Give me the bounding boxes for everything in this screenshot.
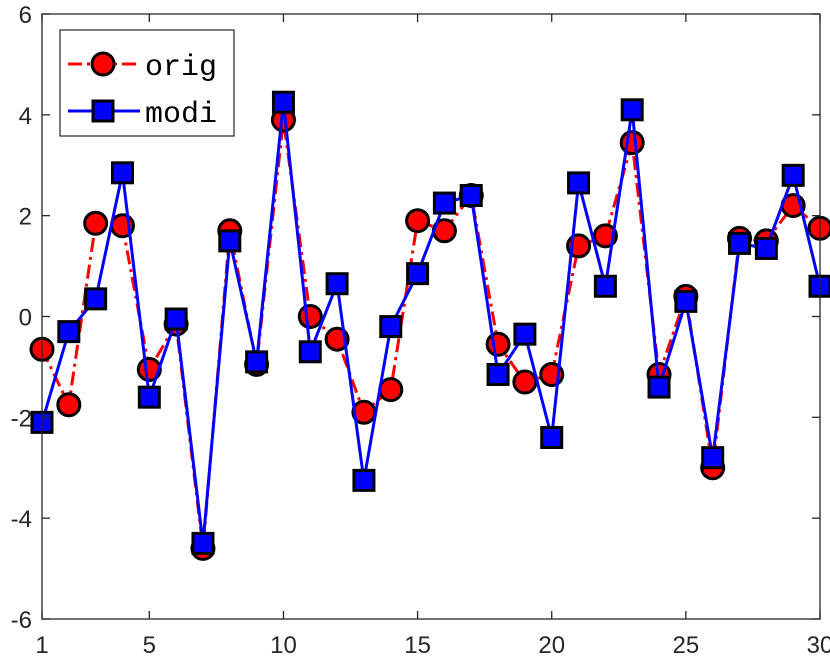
data-point-modi xyxy=(593,274,617,298)
y-tick-label: -6 xyxy=(11,607,32,634)
data-point-modi xyxy=(271,90,295,114)
legend-marker-modi xyxy=(91,99,115,123)
data-point-orig xyxy=(56,392,82,418)
legend-label-orig: orig xyxy=(145,51,217,85)
data-point-orig xyxy=(378,377,404,403)
x-tick-label: 10 xyxy=(270,632,297,659)
x-tick-label: 20 xyxy=(538,632,565,659)
data-point-modi xyxy=(674,289,698,313)
x-tick-label: 15 xyxy=(404,632,431,659)
x-tick-label: 5 xyxy=(143,632,156,659)
y-tick-label: 6 xyxy=(19,2,32,29)
data-point-modi xyxy=(486,362,510,386)
data-point-modi xyxy=(57,320,81,344)
legend-label-modi: modi xyxy=(145,98,217,132)
legend-box xyxy=(59,29,235,137)
data-point-modi xyxy=(352,468,376,492)
series-line-modi xyxy=(40,100,822,545)
data-point-orig xyxy=(83,210,109,236)
data-point-modi xyxy=(567,171,591,195)
data-point-orig xyxy=(619,130,645,156)
data-point-modi xyxy=(110,161,134,185)
data-point-modi xyxy=(137,385,161,409)
data-point-modi xyxy=(432,191,456,215)
data-point-modi xyxy=(459,184,483,207)
data-point-modi xyxy=(701,446,725,470)
data-point-modi xyxy=(191,531,215,555)
data-point-modi xyxy=(245,350,269,374)
y-tick-label: -4 xyxy=(11,506,32,533)
y-tick-label: 0 xyxy=(19,305,32,332)
data-point-orig xyxy=(512,369,538,395)
data-point-modi xyxy=(406,262,430,286)
data-point-modi xyxy=(647,375,671,399)
data-point-modi xyxy=(728,231,752,255)
data-point-orig xyxy=(485,331,511,357)
data-point-modi xyxy=(540,426,564,449)
x-tick-label: 1 xyxy=(35,632,48,659)
data-point-modi xyxy=(325,272,349,296)
x-tick-label: 30 xyxy=(807,632,830,659)
data-point-modi xyxy=(379,315,403,339)
legend: orig modi xyxy=(59,29,235,137)
series-layer xyxy=(29,90,830,561)
data-point-orig xyxy=(297,304,323,329)
data-point-orig xyxy=(405,208,431,234)
data-point-modi xyxy=(781,163,805,187)
data-point-modi xyxy=(754,236,778,260)
data-point-modi xyxy=(620,98,644,122)
y-tick-label: -2 xyxy=(11,405,32,432)
y-tick-label: 4 xyxy=(19,103,32,130)
data-point-modi xyxy=(218,229,242,253)
legend-marker-orig xyxy=(90,51,116,77)
data-point-modi xyxy=(298,340,322,364)
data-point-modi xyxy=(513,322,537,346)
x-tick-label: 25 xyxy=(673,632,700,659)
y-tick-label: 2 xyxy=(19,204,32,231)
data-point-modi xyxy=(84,287,108,311)
data-point-modi xyxy=(164,307,188,331)
